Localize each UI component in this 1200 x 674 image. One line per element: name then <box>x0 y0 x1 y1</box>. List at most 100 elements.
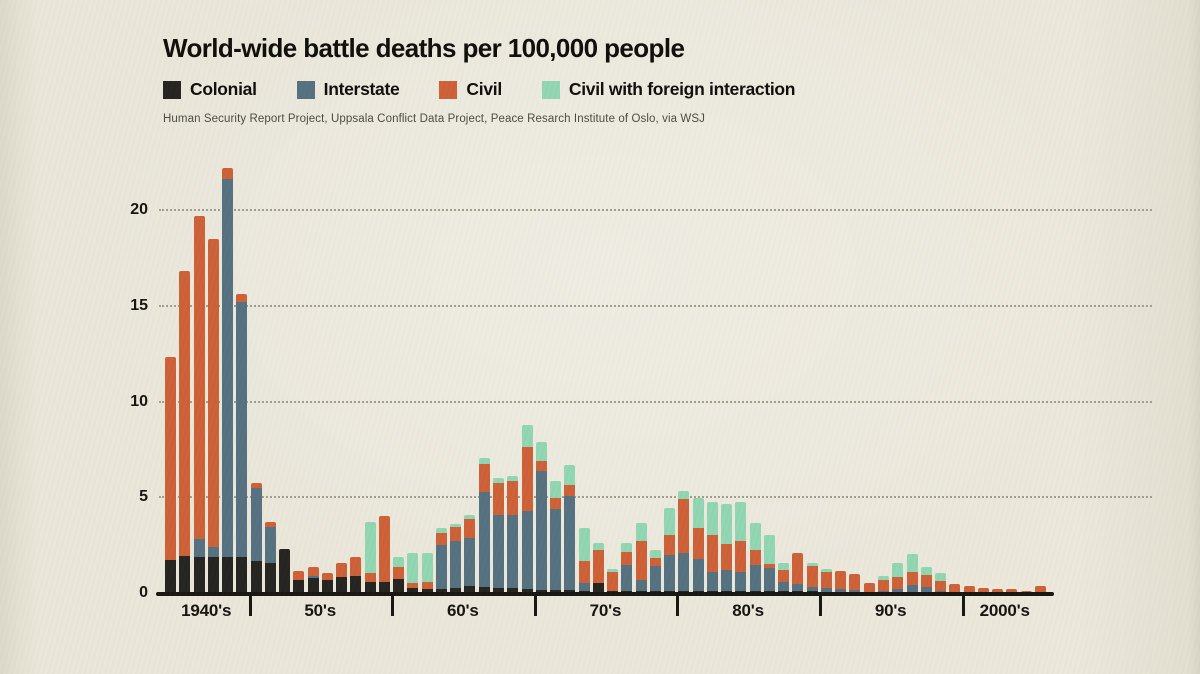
bar-segment-colonial <box>478 587 490 593</box>
bar-segment-civil_foreign <box>592 543 604 550</box>
legend-item-civil: Civil <box>439 79 502 100</box>
bar-segment-civil_foreign <box>820 569 832 572</box>
bar-segment-interstate <box>307 575 319 578</box>
bar-segment-civil <box>664 534 676 555</box>
bar-segment-civil <box>336 563 348 577</box>
bar <box>649 549 661 593</box>
legend-label: Civil <box>466 79 502 99</box>
bar-segment-civil <box>450 526 462 542</box>
bar <box>1034 586 1046 593</box>
bar-segment-civil <box>165 357 176 561</box>
bar-segment-interstate <box>721 570 733 592</box>
bar <box>564 464 576 593</box>
bar-segment-civil <box>977 588 989 593</box>
bar-segment-civil <box>350 556 362 576</box>
source-text: Human Security Report Project, Uppsala C… <box>163 113 705 125</box>
bar-segment-colonial <box>264 563 276 593</box>
bar-segment-colonial <box>321 579 333 593</box>
colonial-swatch-icon <box>163 80 181 99</box>
bar <box>378 516 390 593</box>
bar-segment-civil_foreign <box>492 478 504 483</box>
x-axis-label-90s: 90's <box>874 601 907 620</box>
bar-segment-civil_foreign <box>607 569 619 572</box>
y-axis-label-20: 20 <box>130 201 148 218</box>
bar-segment-civil <box>792 552 804 585</box>
bar-segment-civil <box>1006 589 1018 593</box>
bar-segment-civil <box>935 580 947 592</box>
x-axis-label-2000s: 2000's <box>979 601 1030 620</box>
bar-segment-civil_foreign <box>364 522 376 573</box>
bar <box>364 522 376 593</box>
bar-segment-civil_foreign <box>621 543 633 552</box>
bar <box>849 573 861 593</box>
bar-segment-interstate <box>820 588 832 593</box>
bar-segment-civil <box>435 532 447 546</box>
bar <box>878 575 889 593</box>
bar-segment-civil <box>378 516 390 582</box>
bar-segment-civil_foreign <box>678 490 690 500</box>
bar <box>521 425 533 593</box>
bar-segment-civil <box>963 586 975 593</box>
bar <box>393 556 405 593</box>
bar-segment-colonial <box>393 578 405 593</box>
bar <box>507 476 519 593</box>
bar <box>236 294 248 593</box>
bar-segment-civil <box>179 271 191 556</box>
y-axis-label-10: 10 <box>130 392 148 410</box>
bar <box>250 482 262 593</box>
bar-segment-civil_foreign <box>735 502 747 542</box>
bar-segment-civil_foreign <box>878 575 889 580</box>
bar <box>735 502 747 593</box>
bar-segment-colonial <box>193 556 205 593</box>
bar-segment-interstate <box>450 541 462 589</box>
bar-segment-civil <box>678 499 690 553</box>
bar <box>678 490 690 593</box>
bar-segment-colonial <box>507 588 519 593</box>
bar-segment-civil <box>778 570 790 582</box>
bar-segment-civil <box>222 167 234 180</box>
gridline-5 <box>159 496 1152 499</box>
bar-segment-interstate <box>906 585 918 593</box>
bar-segment-colonial <box>450 588 462 593</box>
x-axis-label-80s: 80's <box>732 601 764 620</box>
bar-segment-interstate <box>706 571 718 592</box>
y-axis-label-0: 0 <box>139 584 148 601</box>
bar-segment-colonial <box>179 555 191 593</box>
bar-segment-interstate <box>250 487 262 562</box>
bar <box>664 507 676 593</box>
legend-item-colonial: Colonial <box>163 79 257 100</box>
bar-segment-civil <box>407 583 419 589</box>
bar-segment-civil <box>478 463 490 492</box>
bar-segment-civil <box>992 589 1004 593</box>
legend-item-civil_foreign: Civil with foreign interaction <box>541 79 795 100</box>
legend-label: Interstate <box>323 79 400 99</box>
bar <box>977 588 989 593</box>
bar-segment-civil_foreign <box>521 425 533 448</box>
bar <box>778 563 790 593</box>
bar-segment-civil <box>236 294 248 302</box>
bar <box>792 552 804 593</box>
bar-segment-interstate <box>806 587 818 592</box>
bar-segment-interstate <box>550 508 562 591</box>
y-axis-label-15: 15 <box>130 296 148 314</box>
bar-segment-civil_foreign <box>635 523 647 542</box>
bar-segment-colonial <box>350 575 362 593</box>
bar-segment-civil <box>564 484 576 497</box>
bar-segment-civil_foreign <box>892 563 904 577</box>
bar-segment-civil <box>592 549 604 584</box>
bar-segment-interstate <box>193 539 205 557</box>
bar-segment-colonial <box>207 556 219 593</box>
bar-segment-civil <box>835 571 847 590</box>
bar-segment-interstate <box>521 510 533 590</box>
bar-segment-colonial <box>307 577 319 593</box>
bar-segment-interstate <box>835 589 847 593</box>
bar-segment-civil <box>578 561 590 584</box>
bar <box>706 502 718 593</box>
bar-segment-civil <box>863 583 875 593</box>
bar <box>835 571 847 593</box>
bar <box>435 527 447 593</box>
legend: Colonial Interstate Civil Civil with foreig… <box>163 79 1143 100</box>
bar-segment-civil <box>635 541 647 580</box>
bar-segment-colonial <box>222 556 234 593</box>
bar-segment-colonial <box>407 588 419 593</box>
